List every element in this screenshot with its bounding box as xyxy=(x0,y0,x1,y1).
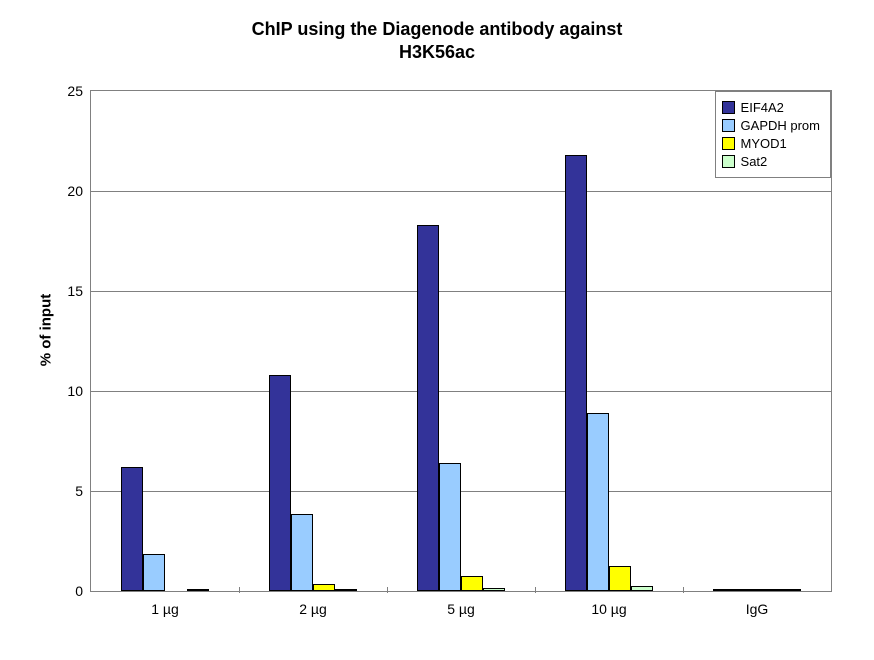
legend-label: GAPDH prom xyxy=(741,118,820,133)
bar xyxy=(291,514,313,591)
legend-swatch xyxy=(722,137,735,150)
y-tick-label: 10 xyxy=(67,383,91,399)
chart-title-line1: ChIP using the Diagenode antibody agains… xyxy=(252,19,623,39)
legend-label: Sat2 xyxy=(741,154,768,169)
gridline xyxy=(91,491,831,492)
legend-swatch xyxy=(722,155,735,168)
bar xyxy=(587,413,609,591)
legend-swatch xyxy=(722,119,735,132)
bar xyxy=(121,467,143,591)
x-tick-label: IgG xyxy=(746,591,769,617)
bar xyxy=(439,463,461,591)
bar xyxy=(269,375,291,591)
x-tick-label: 10 µg xyxy=(591,591,626,617)
bar xyxy=(187,589,209,591)
gridline xyxy=(91,191,831,192)
legend-label: EIF4A2 xyxy=(741,100,784,115)
y-tick-label: 20 xyxy=(67,183,91,199)
bar xyxy=(713,589,735,591)
bar xyxy=(565,155,587,591)
x-tick-label: 5 µg xyxy=(447,591,475,617)
y-axis-label: % of input xyxy=(38,294,55,366)
x-tick-label: 2 µg xyxy=(299,591,327,617)
bar xyxy=(335,589,357,591)
y-tick-label: 0 xyxy=(75,583,91,599)
legend: EIF4A2 GAPDH prom MYOD1 Sat2 xyxy=(715,91,831,178)
gridline xyxy=(91,291,831,292)
x-tick xyxy=(239,587,240,593)
chart-title-line2: H3K56ac xyxy=(399,42,475,62)
bar xyxy=(779,589,801,591)
bar xyxy=(313,584,335,591)
legend-item: MYOD1 xyxy=(722,136,820,151)
bar xyxy=(461,576,483,591)
y-tick-label: 15 xyxy=(67,283,91,299)
legend-item: Sat2 xyxy=(722,154,820,169)
bar xyxy=(631,586,653,591)
x-tick-label: 1 µg xyxy=(151,591,179,617)
bar xyxy=(757,589,779,591)
chart-title: ChIP using the Diagenode antibody agains… xyxy=(0,18,874,65)
y-tick-label: 5 xyxy=(75,483,91,499)
bar xyxy=(143,554,165,591)
y-tick-label: 25 xyxy=(67,83,91,99)
x-tick xyxy=(683,587,684,593)
legend-item: GAPDH prom xyxy=(722,118,820,133)
x-tick xyxy=(535,587,536,593)
legend-label: MYOD1 xyxy=(741,136,787,151)
x-tick xyxy=(387,587,388,593)
legend-swatch xyxy=(722,101,735,114)
chart-container: ChIP using the Diagenode antibody agains… xyxy=(0,0,874,660)
bar xyxy=(735,589,757,591)
bar xyxy=(609,566,631,591)
bar xyxy=(417,225,439,591)
bar xyxy=(483,588,505,591)
gridline xyxy=(91,391,831,392)
legend-item: EIF4A2 xyxy=(722,100,820,115)
plot-area: EIF4A2GAPDH promMYOD1Sat2 05101520251 µg… xyxy=(90,90,832,592)
